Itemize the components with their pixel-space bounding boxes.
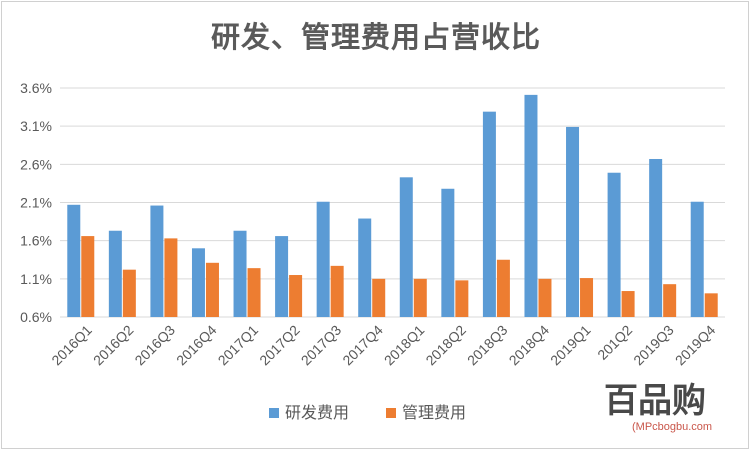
x-tick-label: 2018Q1 — [381, 322, 428, 369]
bar-admin-2018Q1 — [413, 278, 427, 317]
bar-admin-2017Q1 — [247, 268, 261, 317]
x-tick-label: 201Q2 — [594, 322, 635, 363]
x-tick-label: 2017Q4 — [339, 322, 386, 369]
legend: 研发费用 管理费用 — [269, 403, 466, 422]
x-tick-label: 2016Q4 — [173, 322, 220, 369]
x-tick-label: 2019Q3 — [630, 322, 677, 369]
chart-title: 研发、管理费用占营收比 — [210, 20, 541, 54]
bar-rd-2016Q4 — [191, 248, 205, 317]
bar-admin-2017Q2 — [289, 275, 303, 317]
bar-rd-2019Q2 — [607, 172, 621, 317]
bar-rd-2017Q4 — [358, 218, 372, 317]
legend-swatch-0 — [269, 408, 279, 418]
bar-admin-2019Q3 — [663, 284, 677, 317]
bar-rd-2016Q3 — [150, 205, 164, 317]
bar-admin-2019Q4 — [704, 293, 718, 317]
bar-admin-2016Q1 — [81, 236, 95, 317]
bar-rd-2017Q3 — [316, 201, 330, 317]
y-tick-label: 2.1% — [20, 195, 52, 211]
bar-admin-2018Q4 — [538, 278, 552, 317]
bar-rd-2019Q4 — [690, 201, 704, 317]
bar-admin-2019Q1 — [580, 278, 594, 317]
legend-label-0: 研发费用 — [285, 403, 349, 422]
bar-admin-2018Q2 — [455, 280, 469, 317]
bar-rd-2017Q2 — [275, 236, 289, 317]
bar-rd-2019Q3 — [649, 158, 663, 317]
bar-rd-2017Q1 — [233, 230, 247, 317]
x-axis-ticks: 2016Q12016Q22016Q32016Q42017Q12017Q22017… — [48, 322, 718, 369]
x-tick-label: 2016Q2 — [90, 322, 137, 369]
y-tick-label: 1.6% — [20, 233, 52, 249]
x-tick-label: 2018Q2 — [422, 322, 469, 369]
bar-rd-2016Q1 — [67, 204, 81, 317]
y-tick-label: 1.1% — [20, 271, 52, 287]
bar-admin-2016Q3 — [164, 238, 178, 317]
legend-swatch-1 — [386, 408, 396, 418]
watermark: 百品购 (MPcbogbu.com — [604, 381, 712, 433]
watermark-url: (MPcbogbu.com — [632, 421, 712, 433]
y-tick-label: 2.6% — [20, 156, 52, 172]
bars — [67, 94, 718, 318]
bar-rd-2018Q2 — [441, 188, 455, 317]
x-tick-label: 2017Q1 — [215, 322, 262, 369]
bar-admin-2016Q2 — [122, 269, 136, 317]
x-tick-label: 2018Q4 — [506, 322, 553, 369]
y-tick-label: 3.1% — [20, 118, 52, 134]
y-tick-label: 0.6% — [20, 309, 52, 325]
bar-rd-2018Q4 — [524, 94, 538, 318]
bar-admin-2019Q2 — [621, 291, 635, 317]
x-tick-label: 2019Q1 — [547, 322, 594, 369]
y-axis-ticks: 0.6% 1.1% 1.6% 2.1% 2.6% 3.1% 3.6% — [20, 80, 52, 325]
bar-rd-2018Q1 — [399, 177, 413, 317]
bar-admin-2018Q3 — [496, 259, 510, 317]
bar-rd-2019Q1 — [566, 126, 580, 318]
y-tick-label: 3.6% — [20, 80, 52, 96]
bar-admin-2016Q4 — [205, 262, 219, 317]
x-tick-label: 2017Q3 — [298, 322, 345, 369]
watermark-logo: 百品购 — [604, 381, 706, 421]
x-tick-label: 2019Q4 — [672, 322, 719, 369]
bar-rd-2016Q2 — [108, 230, 122, 317]
legend-label-1: 管理费用 — [402, 403, 466, 422]
x-tick-label: 2017Q2 — [256, 322, 303, 369]
bar-admin-2017Q4 — [372, 278, 386, 317]
bar-rd-2018Q3 — [482, 111, 496, 317]
bar-admin-2017Q3 — [330, 265, 344, 317]
x-tick-label: 2016Q1 — [48, 322, 95, 369]
x-tick-label: 2018Q3 — [464, 322, 511, 369]
x-tick-label: 2016Q3 — [131, 322, 178, 369]
